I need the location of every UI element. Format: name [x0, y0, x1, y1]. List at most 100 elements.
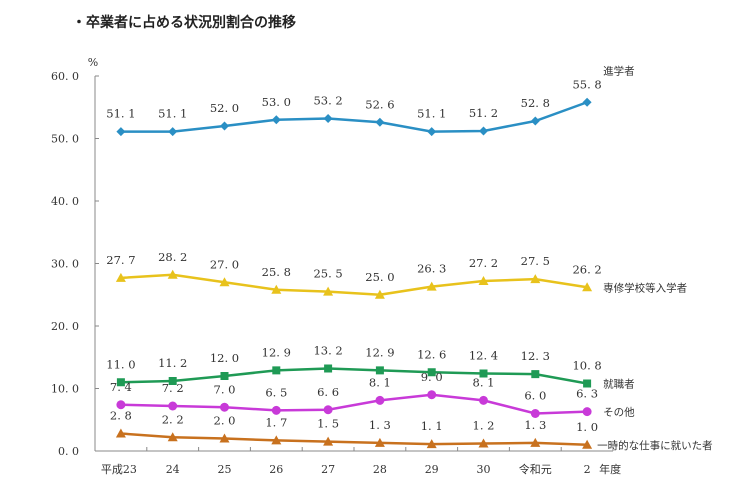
- series-name-label: 専修学校等入学者: [603, 281, 687, 294]
- data-label: 2. 8: [110, 409, 132, 423]
- data-label: 25. 0: [365, 270, 394, 284]
- y-tick-label: 50. 0: [51, 133, 79, 146]
- x-tick-label: 29: [425, 463, 439, 476]
- data-label: 55. 8: [572, 77, 601, 91]
- data-point: [530, 274, 541, 284]
- data-label: 51. 2: [469, 106, 498, 120]
- data-point: [426, 439, 437, 449]
- data-point: [426, 281, 437, 291]
- data-label: 26. 3: [417, 262, 446, 276]
- data-point: [375, 395, 385, 405]
- data-label: 1. 1: [421, 419, 443, 433]
- y-tick-label: 20. 0: [51, 320, 79, 333]
- data-label: 51. 1: [158, 107, 187, 121]
- data-point: [478, 438, 489, 448]
- data-label: 52. 0: [210, 101, 239, 115]
- series-line: [120, 273, 588, 297]
- y-tick-label: 10. 0: [51, 383, 79, 396]
- data-point: [116, 400, 126, 410]
- data-label: 53. 2: [313, 94, 342, 108]
- data-label: 7. 4: [110, 380, 132, 394]
- data-label: 26. 2: [572, 262, 601, 276]
- y-tick-label: 30. 0: [51, 258, 79, 271]
- data-label: 12. 3: [521, 349, 550, 363]
- data-point: [168, 401, 178, 411]
- data-label: 1. 5: [317, 417, 339, 431]
- data-point: [115, 272, 126, 282]
- data-point: [323, 114, 333, 123]
- data-point: [323, 436, 334, 446]
- data-label: 27. 0: [210, 257, 239, 271]
- data-point: [582, 439, 593, 449]
- data-label: 1. 0: [576, 420, 598, 434]
- data-point: [427, 390, 437, 400]
- x-tick-label: 28: [373, 463, 387, 476]
- data-point: [167, 432, 178, 442]
- data-point: [479, 395, 488, 405]
- data-label: 12. 0: [210, 351, 239, 365]
- data-point: [324, 364, 333, 373]
- data-label: 51. 1: [417, 107, 446, 121]
- data-label: 10. 8: [572, 359, 601, 373]
- data-label: 27. 2: [469, 256, 498, 270]
- x-tick-label: 25: [218, 463, 232, 476]
- data-point: [220, 372, 229, 380]
- data-point: [271, 405, 281, 415]
- data-label: 7. 0: [214, 382, 236, 396]
- data-label: 28. 2: [158, 250, 187, 264]
- data-label: 12. 4: [469, 349, 498, 363]
- data-label: 6. 5: [265, 385, 287, 399]
- data-label: 1. 3: [524, 418, 546, 432]
- data-label: 9. 0: [421, 370, 443, 384]
- data-label: 52. 8: [521, 96, 550, 110]
- data-label: 25. 8: [262, 265, 291, 279]
- data-point: [272, 366, 281, 375]
- data-point: [530, 116, 540, 126]
- x-tick-label: 2: [584, 463, 591, 476]
- data-point: [115, 428, 126, 438]
- series-line: [120, 367, 588, 385]
- data-label: 27. 5: [521, 254, 550, 268]
- data-point: [478, 276, 489, 285]
- data-point: [582, 97, 592, 107]
- data-point: [374, 289, 385, 299]
- data-label: 12. 6: [417, 347, 446, 361]
- data-point: [530, 409, 540, 418]
- y-tick-label: 60. 0: [51, 70, 79, 83]
- data-point: [168, 377, 177, 385]
- series-line: [120, 101, 588, 133]
- series-name-label: その他: [603, 406, 635, 419]
- y-tick-label: 40. 0: [51, 195, 79, 208]
- data-point: [427, 127, 437, 137]
- data-label: 1. 3: [369, 418, 391, 432]
- x-tick-label: 26: [269, 463, 283, 476]
- data-point: [271, 115, 281, 125]
- data-label: 12. 9: [262, 345, 291, 359]
- data-label: 2. 0: [214, 414, 236, 428]
- data-point: [168, 127, 178, 137]
- data-label: 11. 0: [106, 357, 135, 371]
- data-point: [530, 437, 541, 447]
- data-label: 11. 2: [158, 356, 187, 370]
- data-label: 2. 2: [162, 412, 184, 426]
- data-label: 13. 2: [313, 344, 342, 358]
- data-point: [116, 378, 125, 387]
- x-tick-label: 30: [477, 463, 491, 476]
- data-label: 6. 0: [524, 389, 546, 403]
- data-point: [271, 435, 282, 445]
- data-point: [220, 121, 229, 131]
- y-axis-unit: %: [88, 56, 98, 69]
- data-point: [219, 433, 230, 443]
- series-line: [120, 432, 588, 446]
- data-label: 8. 1: [369, 375, 391, 389]
- data-label: 1. 7: [265, 415, 287, 429]
- data-point: [582, 282, 593, 292]
- data-point: [479, 126, 488, 136]
- data-point: [375, 117, 385, 127]
- data-label: 8. 1: [473, 375, 495, 389]
- data-point: [374, 437, 385, 447]
- series-line: [120, 393, 588, 415]
- data-label: 6. 6: [317, 385, 339, 399]
- data-point: [583, 379, 592, 388]
